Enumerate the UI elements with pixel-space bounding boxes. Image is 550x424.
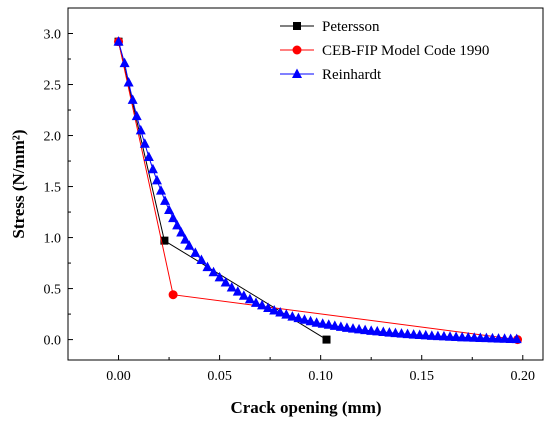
plot-frame: [67, 7, 544, 361]
x-axis-title: Crack opening (mm): [230, 398, 381, 417]
x-axis-ticks: 0.00 0.05 0.10 0.15 0.20: [106, 355, 535, 384]
data-point-reinhardt: [329, 320, 340, 330]
data-point-reinhardt: [139, 138, 150, 148]
data-point-reinhardt: [275, 307, 286, 317]
data-point-reinhardt: [172, 219, 183, 230]
y-tick-label: 0.5: [44, 283, 62, 298]
data-point-reinhardt: [180, 234, 191, 244]
data-point-reinhardt: [168, 212, 179, 223]
data-point-reinhardt: [360, 324, 371, 335]
y-tick-label: 2.0: [44, 130, 62, 145]
data-point-reinhardt: [160, 195, 171, 205]
data-point-reinhardt: [250, 297, 261, 307]
data-point-reinhardt: [317, 318, 328, 328]
x-tick-label: 0.15: [409, 369, 434, 384]
data-point-reinhardt: [263, 302, 274, 312]
y-tick-label: 3.0: [44, 28, 62, 43]
data-point-reinhardt: [143, 151, 154, 161]
data-point-reinhardt: [335, 321, 346, 331]
data-point-reinhardt: [348, 323, 358, 333]
data-point-reinhardt: [269, 305, 280, 315]
data-point-reinhardt: [354, 323, 365, 334]
series-petersson: [114, 37, 331, 344]
y-axis-title: Stress (N/mm²): [9, 129, 28, 238]
data-point-reinhardt: [366, 325, 377, 335]
legend: Petersson CEB-FIP Model Code 1990 Reinhard…: [280, 19, 489, 83]
data-point-reinhardt: [390, 327, 401, 338]
data-point-reinhardt: [123, 76, 134, 87]
data-point-reinhardt: [135, 124, 146, 135]
data-point-reinhardt: [127, 94, 138, 104]
data-point-reinhardt: [281, 309, 292, 319]
data-point-reinhardt: [396, 328, 407, 338]
data-point-reinhardt: [420, 329, 431, 340]
data-point-reinhardt: [196, 254, 207, 265]
data-point-reinhardt: [220, 276, 231, 287]
x-tick-label: 0.05: [207, 369, 232, 384]
y-tick-label: 1.0: [44, 232, 62, 247]
data-point-reinhardt: [184, 240, 195, 250]
legend-label-petersson: Petersson: [322, 19, 380, 35]
series-line-ceb-fip-model-code-1990: [118, 41, 518, 341]
data-point-petersson: [322, 335, 331, 344]
data-point-reinhardt: [408, 329, 419, 339]
data-point-reinhardt: [131, 110, 142, 121]
y-tick-label: 0.0: [44, 334, 62, 349]
data-point-reinhardt: [238, 290, 249, 300]
x-tick-label: 0.20: [511, 369, 536, 384]
series-ceb-fip-model-code-1990: [114, 37, 523, 345]
data-point-reinhardt: [341, 322, 352, 332]
data-point-reinhardt: [190, 247, 201, 257]
data-point-reinhardt: [414, 329, 425, 340]
legend-label-reinhardt: Reinhardt: [322, 67, 382, 83]
data-point-reinhardt: [257, 299, 268, 310]
data-point-reinhardt: [226, 282, 237, 292]
data-point-reinhardt: [119, 57, 130, 68]
legend-marker-reinhardt: [292, 68, 302, 78]
data-point-ceb-fip-model-code-1990: [168, 290, 178, 300]
legend-label-ceb-fip-model-code-1990: CEB-FIP Model Code 1990: [322, 43, 489, 59]
series-line-petersson: [118, 41, 327, 341]
legend-marker-petersson: [293, 22, 301, 30]
data-point-reinhardt: [293, 312, 304, 323]
series-line-reinhardt: [118, 41, 517, 340]
data-point-reinhardt: [384, 327, 395, 337]
data-point-petersson: [160, 236, 169, 245]
data-point-reinhardt: [147, 163, 158, 174]
legend-marker-ceb-fip-model-code-1990: [292, 45, 302, 55]
data-point-reinhardt: [244, 293, 255, 304]
data-point-reinhardt: [372, 325, 383, 336]
data-point-reinhardt: [202, 261, 213, 272]
y-axis-ticks: 0.0 0.5 1.0 1.5 2.0 2.5 3.0: [44, 28, 73, 349]
data-point-reinhardt: [305, 315, 316, 326]
data-point-reinhardt: [214, 271, 225, 282]
data-point-reinhardt: [155, 185, 166, 195]
series-reinhardt: [113, 36, 522, 344]
x-tick-label: 0.00: [106, 369, 131, 384]
data-point-reinhardt: [232, 286, 243, 296]
data-point-reinhardt: [176, 226, 187, 237]
x-tick-label: 0.10: [308, 369, 333, 384]
data-point-reinhardt: [208, 266, 219, 277]
data-point-reinhardt: [323, 319, 334, 329]
data-point-reinhardt: [378, 326, 389, 337]
y-tick-label: 1.5: [44, 181, 62, 196]
data-point-reinhardt: [287, 311, 298, 321]
data-point-reinhardt: [151, 174, 162, 185]
series-layer: [113, 36, 523, 345]
y-tick-label: 2.5: [44, 79, 62, 94]
data-point-reinhardt: [511, 333, 522, 344]
data-point-reinhardt: [402, 328, 413, 339]
data-point-reinhardt: [311, 317, 322, 327]
data-point-reinhardt: [113, 36, 124, 46]
data-point-reinhardt: [299, 314, 310, 324]
data-point-reinhardt: [164, 204, 175, 215]
